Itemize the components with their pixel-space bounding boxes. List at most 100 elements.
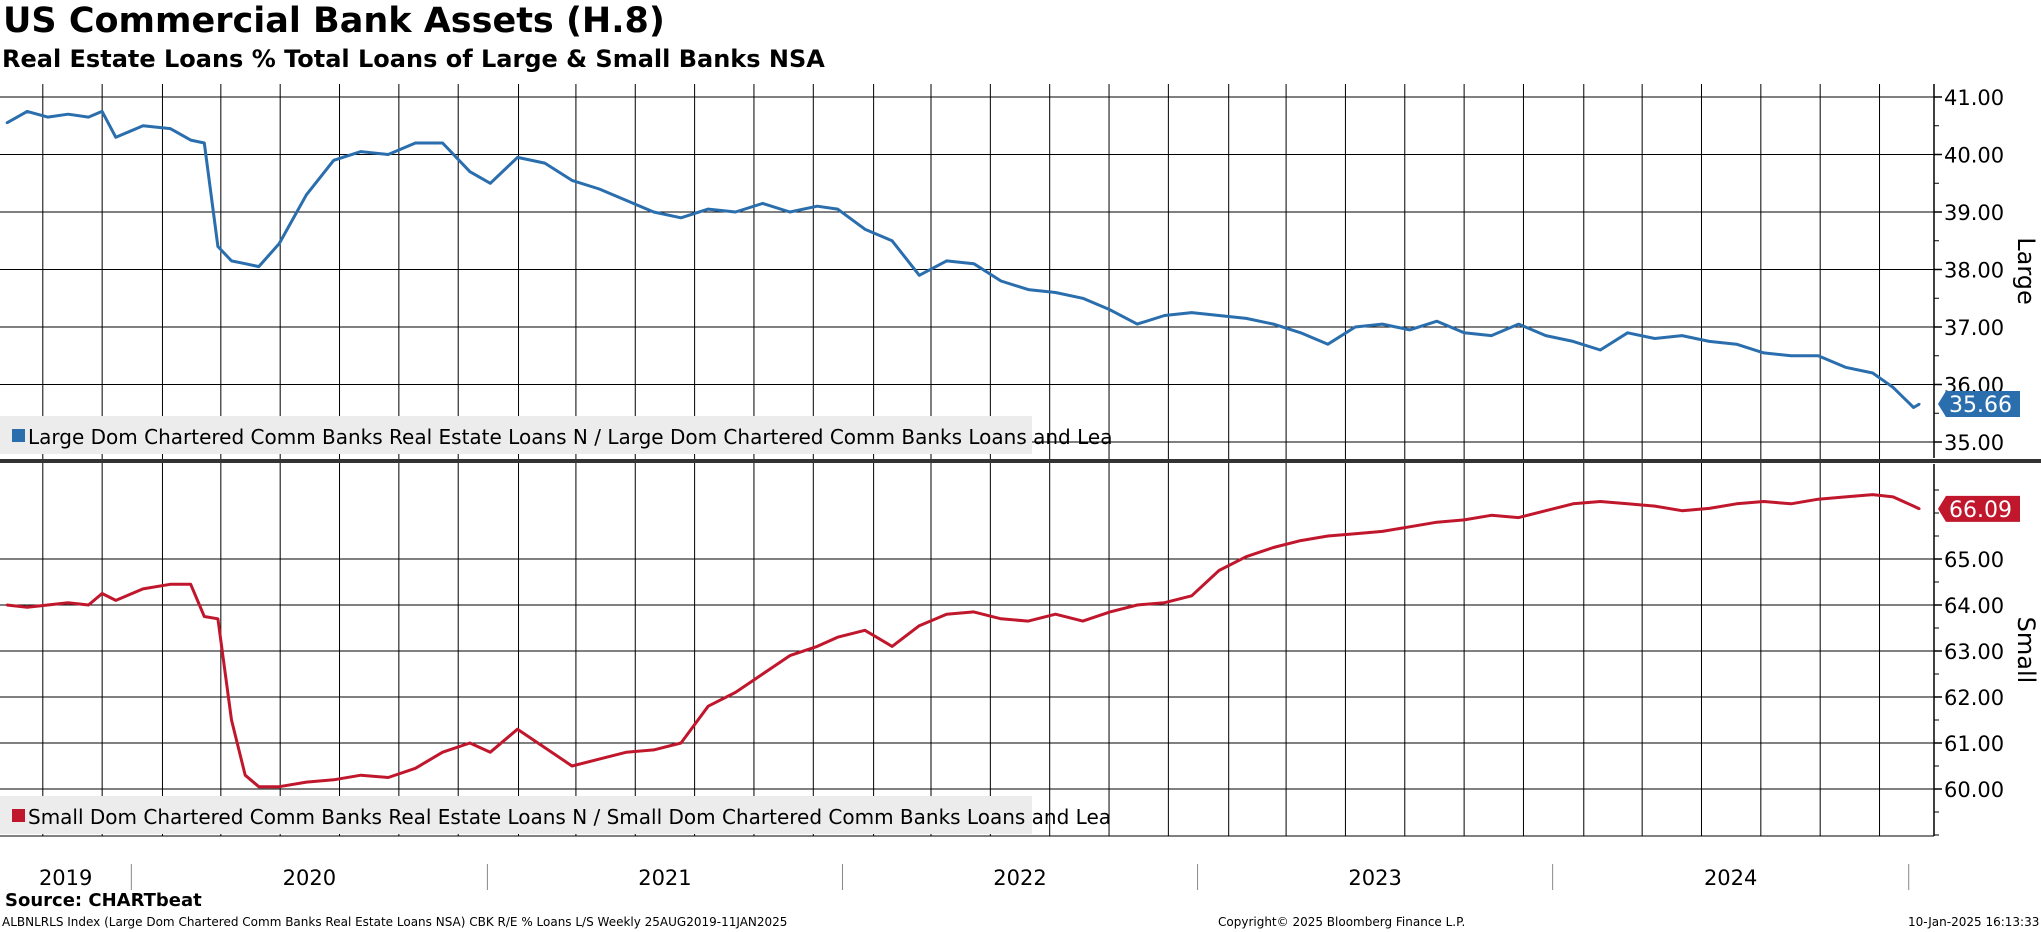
y-tick-label: 41.00 <box>1944 86 2004 110</box>
data-point <box>203 141 206 145</box>
data-point <box>598 187 601 191</box>
data-point <box>1789 354 1793 357</box>
data-point <box>570 764 574 768</box>
data-point <box>543 746 546 749</box>
y-axis-title: Small <box>2012 617 2040 684</box>
data-point <box>359 774 363 777</box>
data-point <box>1891 386 1895 389</box>
data-point <box>141 124 145 127</box>
data-point <box>114 599 117 602</box>
data-point <box>1326 534 1330 538</box>
data-point <box>1626 502 1629 505</box>
data-point <box>1708 507 1711 510</box>
data-point <box>1490 334 1493 337</box>
legend-box <box>0 796 1032 834</box>
data-point <box>1108 308 1112 311</box>
data-point <box>1517 516 1520 519</box>
data-point <box>1245 555 1248 558</box>
data-point <box>972 262 976 265</box>
data-point <box>761 672 764 676</box>
y-tick-label: 62.00 <box>1944 686 2004 710</box>
data-point <box>1599 348 1602 352</box>
data-point <box>230 718 233 722</box>
data-point <box>1108 610 1112 614</box>
data-point <box>734 691 737 694</box>
data-point <box>1027 288 1030 291</box>
x-tick-label: 2022 <box>993 866 1046 890</box>
data-point <box>1435 521 1439 524</box>
data-point <box>652 748 655 752</box>
data-point <box>679 741 683 745</box>
data-point <box>1027 619 1030 623</box>
data-point <box>788 210 792 214</box>
data-point <box>414 767 417 770</box>
data-point <box>1599 500 1602 503</box>
data-point <box>1490 514 1493 517</box>
data-point <box>1462 331 1466 334</box>
y-tick-label: 63.00 <box>1944 640 2004 664</box>
data-point <box>100 592 104 595</box>
data-point <box>815 645 819 648</box>
data-point <box>1136 603 1139 607</box>
data-point <box>1912 406 1915 409</box>
series-line-small <box>6 493 1921 789</box>
data-point <box>66 113 70 116</box>
data-point <box>1163 601 1166 604</box>
data-point <box>1245 317 1248 320</box>
data-point <box>5 603 9 607</box>
data-point <box>1571 340 1575 343</box>
chart-title: US Commercial Bank Assets (H.8) <box>3 1 665 41</box>
data-point <box>625 199 628 202</box>
data-point <box>305 780 308 784</box>
last-value-label: 66.09 <box>1949 498 2012 523</box>
data-point <box>1653 504 1656 508</box>
data-point <box>1190 311 1193 314</box>
y-tick-label: 37.00 <box>1944 316 2004 340</box>
source-note: Source: CHARTbeat <box>5 890 202 911</box>
last-value-label: 35.66 <box>1949 393 2012 418</box>
data-point <box>216 245 220 248</box>
data-point <box>1735 343 1738 346</box>
data-point <box>1918 402 1921 406</box>
y-tick-label: 60.00 <box>1944 778 2004 802</box>
data-point <box>890 645 894 648</box>
x-tick-label: 2021 <box>638 866 691 890</box>
data-point <box>1544 334 1548 337</box>
chart-subtitle: Real Estate Loans % Total Loans of Large… <box>2 45 825 73</box>
data-point <box>1626 331 1629 334</box>
data-point <box>707 207 710 211</box>
data-point <box>1435 320 1439 323</box>
data-point <box>679 216 683 219</box>
data-point <box>1680 509 1684 512</box>
data-point <box>836 207 839 211</box>
data-point <box>1054 613 1057 616</box>
data-point <box>386 776 390 779</box>
data-point <box>1735 502 1738 505</box>
data-point <box>100 110 104 113</box>
legend-box <box>0 416 1032 454</box>
data-point <box>46 115 49 119</box>
last-value-marker <box>1938 391 2020 418</box>
data-point <box>734 210 737 214</box>
data-point <box>230 259 233 263</box>
data-point <box>788 654 792 657</box>
data-point <box>468 741 472 745</box>
data-point <box>972 610 976 614</box>
data-point <box>468 170 472 173</box>
y-tick-label: 64.00 <box>1944 594 2004 618</box>
data-point <box>1571 502 1575 505</box>
data-point <box>243 774 247 777</box>
data-point <box>1762 500 1765 503</box>
data-point <box>489 182 492 185</box>
data-point <box>945 613 948 616</box>
data-point <box>1544 509 1548 512</box>
data-point <box>141 587 145 591</box>
data-point <box>441 141 444 145</box>
data-point <box>332 778 335 781</box>
data-point <box>66 601 70 604</box>
data-point <box>114 136 117 139</box>
data-point <box>863 629 867 632</box>
data-point <box>570 179 574 182</box>
y-axis-title: Large <box>2012 237 2040 305</box>
footer-index-description: ALBNLRLS Index (Large Dom Chartered Comm… <box>2 915 788 929</box>
